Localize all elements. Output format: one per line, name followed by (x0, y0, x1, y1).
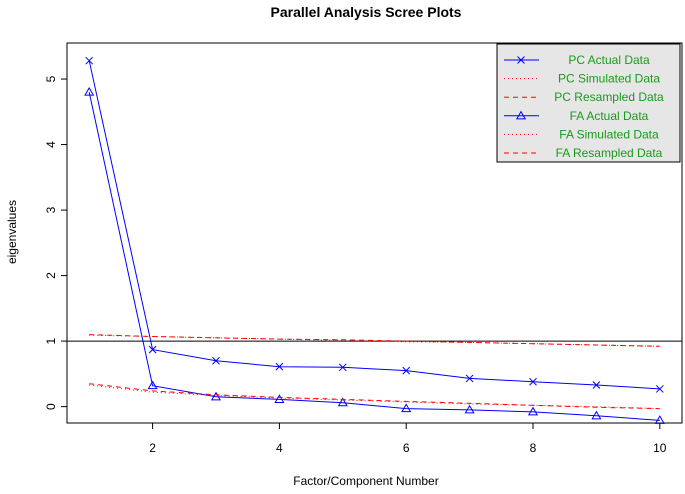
series-1-point (212, 356, 220, 365)
chart-title: Parallel Analysis Scree Plots (271, 4, 462, 20)
plot-area: 0 1 2 3 4 5 2 4 6 8 10 (44, 42, 683, 455)
y-tick-label: 3 (44, 206, 58, 213)
legend-label-3: PC Resampled Data (554, 90, 664, 104)
series-4-point (464, 404, 475, 414)
y-tick-label: 2 (44, 272, 58, 279)
series-4-point (527, 406, 539, 416)
series-4-point (654, 415, 665, 424)
series-4-point (591, 410, 602, 420)
legend-box (496, 43, 681, 163)
y-tick-label: 1 (44, 337, 58, 344)
series-4-point (274, 394, 285, 403)
plot-frame (66, 42, 683, 424)
legend-label-2: PC Simulated Data (558, 72, 660, 86)
series-line-3 (89, 334, 660, 347)
series-line-4 (88, 91, 660, 421)
series-1-point (338, 363, 347, 372)
legend-label-1: PC Actual Data (568, 53, 650, 67)
legend-label-6: FA Resampled Data (556, 146, 663, 160)
series-1-point (655, 385, 664, 393)
series-line-5 (89, 384, 660, 410)
x-tick-label: 10 (653, 441, 667, 455)
legend-marker-4 (515, 110, 527, 120)
series-line-1 (88, 60, 660, 390)
x-tick-label: 6 (403, 441, 410, 455)
x-axis-label: Factor/Component Number (293, 474, 438, 488)
y-tick-label: 5 (44, 75, 58, 82)
series-1-point (529, 377, 537, 386)
series-1-point (592, 381, 601, 389)
series-1-point (85, 56, 94, 65)
legend-marker-1 (517, 56, 525, 64)
series-1-point (148, 345, 157, 354)
y-axis-label: eigenvalues (5, 200, 19, 264)
legend-label-5: FA Simulated Data (559, 127, 659, 141)
series-line-6 (89, 383, 660, 410)
series-1-point (275, 362, 284, 371)
y-tick-label: 4 (44, 141, 58, 148)
legend-label-4: FA Actual Data (570, 109, 649, 123)
x-tick-label: 4 (276, 441, 283, 455)
series-4-point (337, 397, 348, 407)
series-1-point (402, 366, 411, 375)
series-1-point (465, 374, 474, 383)
series-4-point (210, 391, 222, 401)
series-4-point (84, 86, 95, 96)
legend: PC Actual Data PC Simulated Data PC Resamp… (496, 43, 681, 163)
x-tick-label: 8 (530, 441, 537, 455)
y-tick-label: 0 (44, 403, 58, 410)
series-4-point (147, 380, 158, 390)
x-tick-label: 2 (149, 441, 156, 455)
series-4-point (401, 403, 412, 413)
